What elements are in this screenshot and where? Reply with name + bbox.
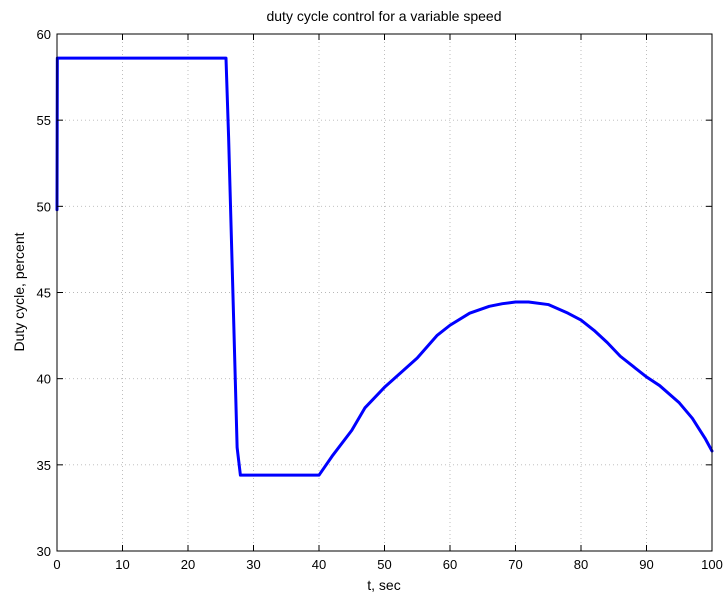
tick-marks [56,33,713,552]
series-layer [55,56,714,477]
x-tick-label: 60 [443,557,457,572]
x-tick-label: 40 [312,557,326,572]
x-tick-label: 80 [574,557,588,572]
y-tick-label: 30 [37,544,51,559]
duty-cycle-line [55,56,714,477]
y-tick-label: 40 [37,372,51,387]
y-tick-label: 55 [37,113,51,128]
x-tick-label: 70 [508,557,522,572]
x-tick-label: 100 [701,557,723,572]
y-tick-labels: 30 35 40 45 50 55 60 [37,27,51,559]
x-tick-label: 90 [639,557,653,572]
y-tick-label: 50 [37,199,51,214]
x-tick-label: 20 [181,557,195,572]
x-tick-label: 10 [115,557,129,572]
plot-area [57,34,712,551]
y-axis-label: Duty cycle, percent [11,232,27,351]
x-tick-label: 0 [53,557,60,572]
x-tick-label: 30 [246,557,260,572]
y-tick-label: 35 [37,458,51,473]
y-tick-label: 60 [37,27,51,42]
x-axis-label: t, sec [367,577,400,593]
chart-title: duty cycle control for a variable speed [266,8,501,24]
y-tick-label: 45 [37,286,51,301]
x-tick-labels: 0 10 20 30 40 50 60 70 80 90 100 [53,557,722,572]
x-tick-label: 50 [377,557,391,572]
